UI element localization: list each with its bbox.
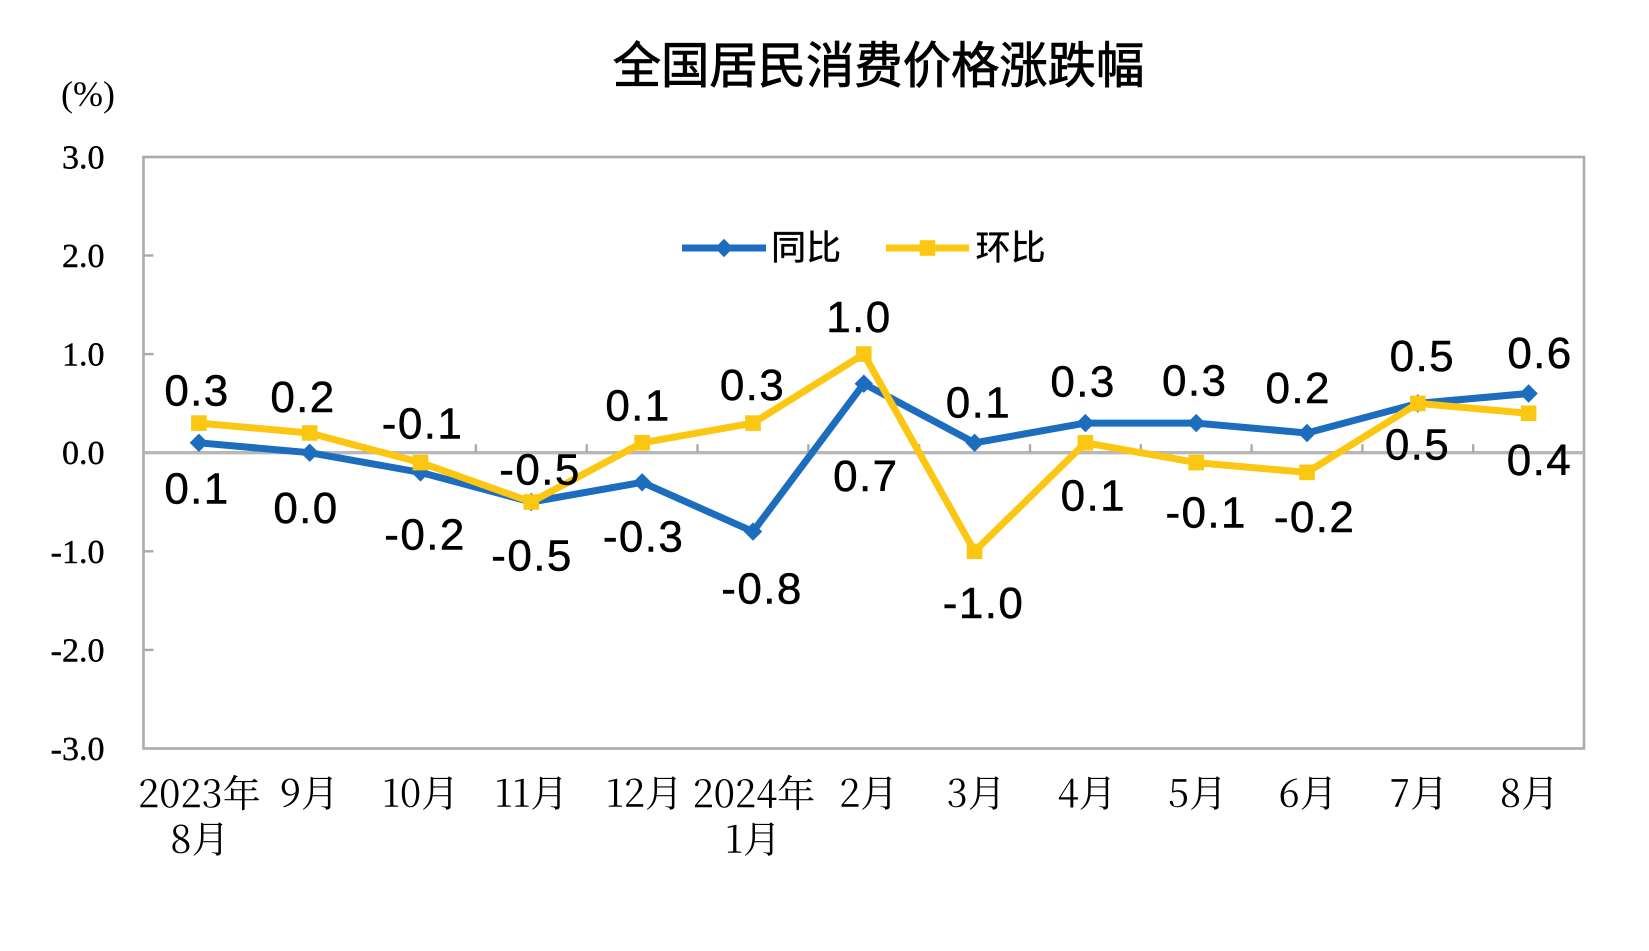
svg-text:-3.0: -3.0 [51,731,105,768]
svg-text:0.5: 0.5 [1385,421,1450,470]
svg-text:-1.0: -1.0 [943,579,1024,628]
svg-text:0.0: 0.0 [62,435,105,472]
svg-text:0.1: 0.1 [946,379,1011,428]
svg-text:0.3: 0.3 [1162,357,1227,406]
svg-text:-0.5: -0.5 [491,531,572,580]
svg-text:-0.2: -0.2 [384,510,465,559]
svg-text:0.3: 0.3 [1050,357,1115,406]
svg-text:-0.8: -0.8 [721,565,802,614]
svg-text:1.0: 1.0 [826,293,891,342]
svg-text:2.0: 2.0 [62,238,105,275]
svg-text:1.0: 1.0 [62,337,105,374]
svg-text:(%): (%) [61,74,115,114]
svg-text:0.5: 0.5 [1390,332,1455,381]
svg-text:0.2: 0.2 [1266,364,1331,413]
svg-text:-0.1: -0.1 [1165,489,1246,538]
svg-text:0.1: 0.1 [1061,471,1126,520]
svg-text:0.1: 0.1 [164,465,229,514]
svg-text:-0.5: -0.5 [499,445,580,494]
svg-text:0.3: 0.3 [164,367,229,416]
svg-text:-1.0: -1.0 [51,534,105,571]
svg-text:0.2: 0.2 [270,373,335,422]
svg-text:3.0: 3.0 [62,139,105,176]
svg-text:0.0: 0.0 [273,484,338,533]
svg-text:0.3: 0.3 [720,361,785,410]
svg-text:-2.0: -2.0 [51,632,105,669]
svg-text:-0.3: -0.3 [603,512,684,561]
svg-text:0.7: 0.7 [833,452,898,501]
svg-text:0.1: 0.1 [605,382,670,431]
svg-text:-0.2: -0.2 [1274,493,1355,542]
svg-text:0.6: 0.6 [1507,329,1572,378]
svg-text:-0.1: -0.1 [382,399,463,448]
svg-text:0.4: 0.4 [1507,436,1572,485]
